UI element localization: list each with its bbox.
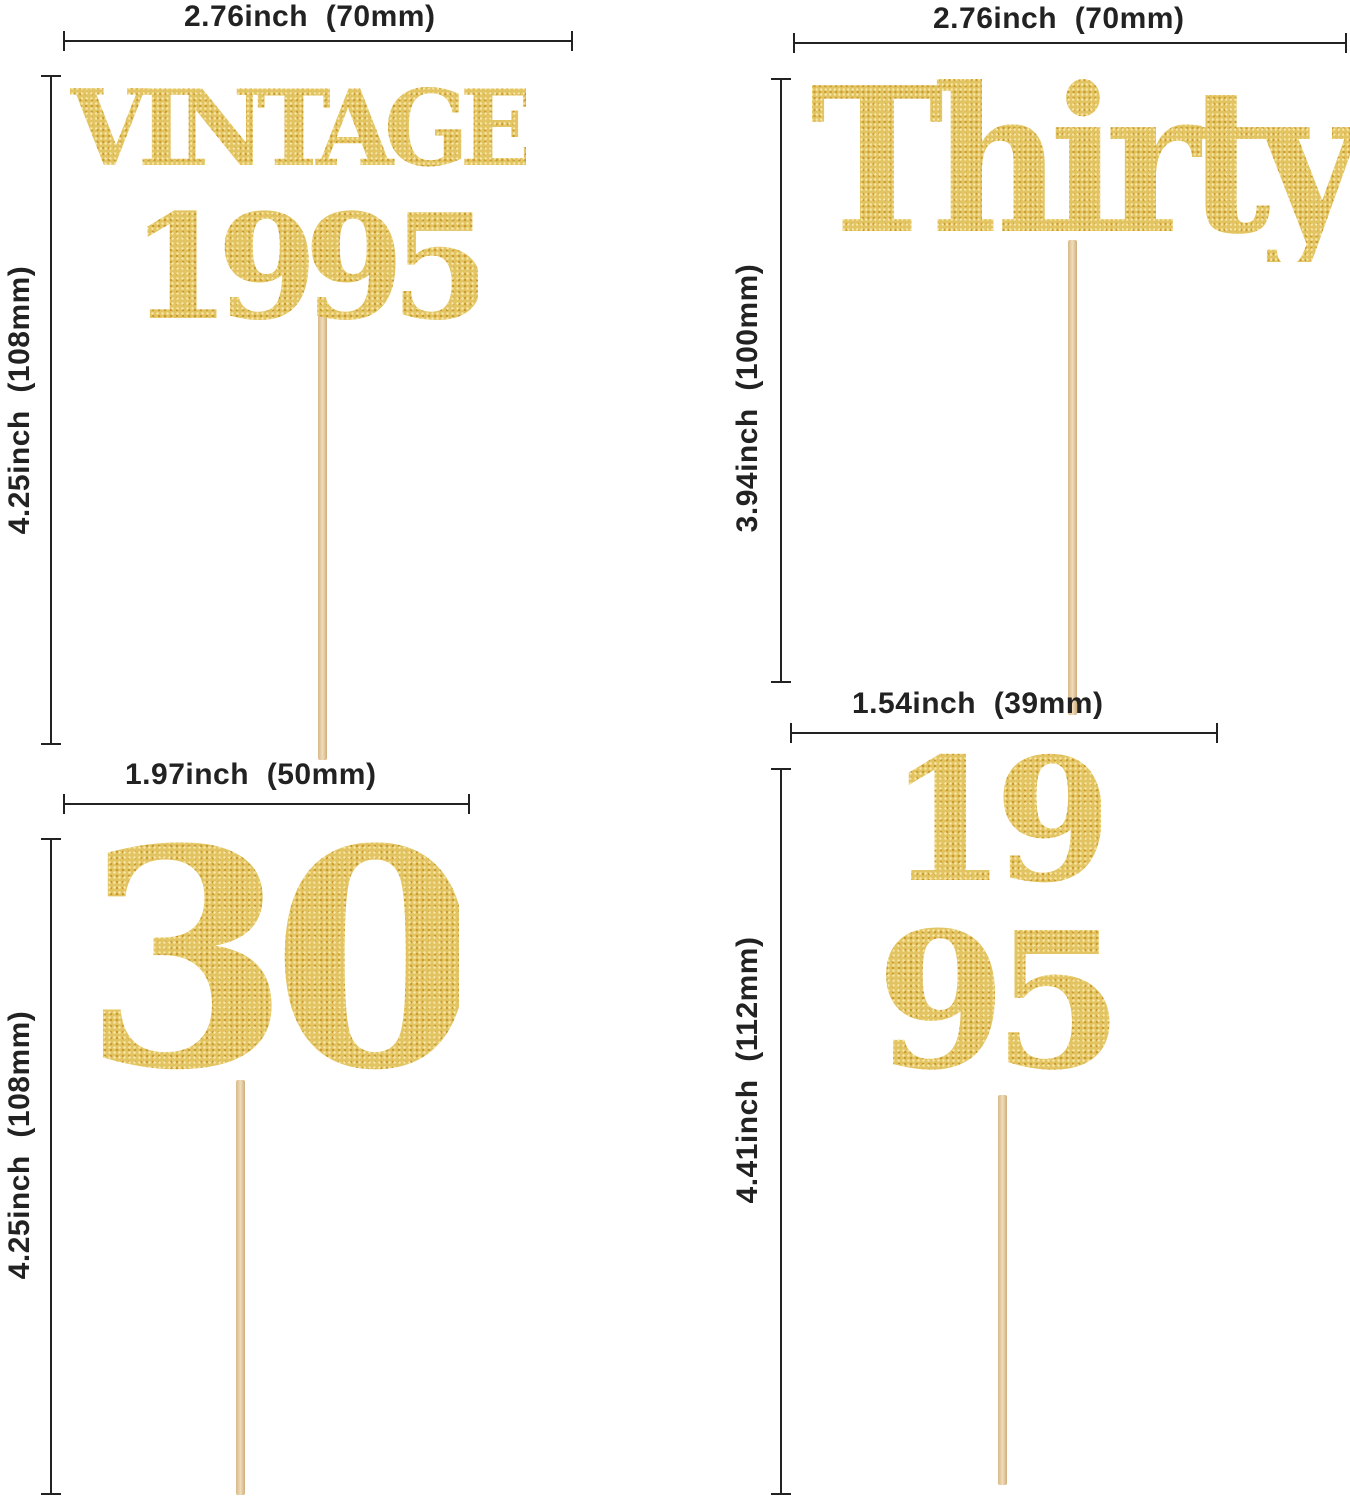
height-dimension-line xyxy=(771,768,791,1495)
topper-text-line-1: 30 xyxy=(82,783,460,1136)
topper-text-line-1: 19 xyxy=(888,721,1101,921)
stick xyxy=(1068,240,1077,715)
width-label: 1.54inch (39mm) xyxy=(852,687,1104,720)
stick xyxy=(318,300,327,760)
width-dimension-line xyxy=(63,794,470,814)
topper-text-line-1: Thirty xyxy=(810,44,1350,279)
height-label: 4.25inch (108mm) xyxy=(3,265,36,535)
height-label: 4.41inch (112mm) xyxy=(731,936,764,1204)
topper-text-line-2: 1995 xyxy=(130,183,478,353)
width-label: 1.97inch (50mm) xyxy=(125,758,377,791)
width-label: 2.76inch (70mm) xyxy=(184,0,436,33)
height-dimension-line xyxy=(41,838,61,1495)
stick xyxy=(236,1080,245,1495)
topper-text-line-2: 95 xyxy=(876,891,1110,1112)
height-dimension-line xyxy=(41,75,61,745)
topper-text-line-1: VINTAGE xyxy=(70,66,527,190)
stick xyxy=(998,1095,1007,1485)
height-label: 4.25inch (108mm) xyxy=(3,1010,36,1280)
height-dimension-line xyxy=(771,78,791,683)
width-label: 2.76inch (70mm) xyxy=(933,2,1185,35)
width-dimension-line xyxy=(63,31,573,51)
height-label: 3.94inch (100mm) xyxy=(731,263,764,533)
width-dimension-line xyxy=(793,33,1347,53)
width-dimension-line xyxy=(790,723,1218,743)
